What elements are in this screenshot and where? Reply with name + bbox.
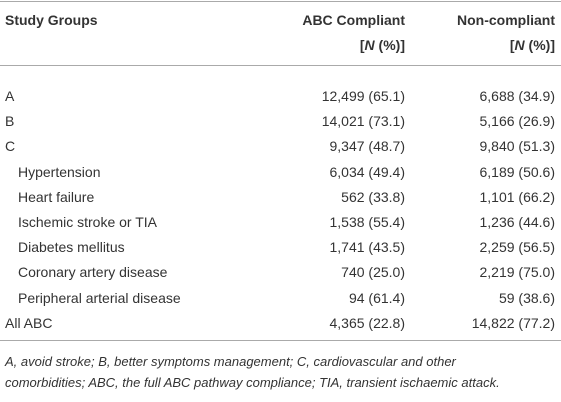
column-subtitle: [N (%)]	[360, 36, 405, 54]
footnote-line: A, avoid stroke; B, better symptoms mana…	[5, 354, 456, 369]
header-cell: Study Groups	[5, 12, 98, 28]
header-rule	[0, 65, 561, 66]
row-label: A	[5, 88, 15, 104]
data-cell: 59 (38.6)	[498, 289, 555, 306]
row-label: Peripheral arterial disease	[18, 289, 181, 306]
data-cell: 6,034 (49.4)	[329, 163, 406, 180]
row-label: Coronary artery disease	[18, 264, 168, 281]
subtitle-part: (%)]	[374, 37, 405, 53]
row-label: Diabetes mellitus	[18, 239, 125, 256]
data-cell: 12,499 (65.1)	[321, 88, 405, 104]
data-cell: 1,101 (66.2)	[479, 188, 556, 205]
subtitle-part: [	[509, 37, 515, 53]
row-label: All ABC	[5, 314, 53, 331]
column-title: Non-compliant	[457, 12, 555, 28]
data-cell: 4,365 (22.8)	[329, 314, 406, 331]
row-label: Hypertension	[18, 163, 101, 180]
top-rule	[0, 1, 561, 2]
data-cell: 740 (25.0)	[341, 264, 405, 281]
data-cell: 94 (61.4)	[348, 289, 405, 306]
subtitle-part: [	[359, 37, 365, 53]
data-cell: 5,166 (26.9)	[479, 113, 556, 130]
row-label: C	[5, 138, 16, 155]
row-label: Ischemic stroke or TIA	[18, 214, 158, 230]
column-title: ABC Compliant	[302, 12, 405, 28]
subtitle-part: N	[514, 37, 525, 53]
data-cell: 2,259 (56.5)	[479, 239, 556, 256]
data-cell: 1,538 (55.4)	[329, 214, 406, 230]
bottom-rule	[0, 340, 561, 341]
data-cell: 1,236 (44.6)	[479, 214, 556, 230]
data-cell: 14,822 (77.2)	[471, 314, 555, 331]
column-subtitle: [N (%)]	[510, 36, 555, 54]
data-cell: 1,741 (43.5)	[329, 239, 406, 256]
subtitle-part: N	[364, 37, 375, 53]
data-cell: 14,021 (73.1)	[321, 113, 405, 130]
data-cell: 9,347 (48.7)	[329, 138, 406, 155]
data-cell: 9,840 (51.3)	[479, 138, 556, 155]
subtitle-part: (%)]	[524, 37, 555, 53]
row-label: B	[5, 113, 15, 130]
footnote-line: comorbidities; ABC, the full ABC pathway…	[5, 375, 500, 390]
data-cell: 562 (33.8)	[341, 188, 405, 205]
data-cell: 6,189 (50.6)	[479, 163, 556, 180]
data-cell: 6,688 (34.9)	[479, 88, 556, 104]
row-label: Heart failure	[18, 188, 95, 205]
data-cell: 2,219 (75.0)	[479, 264, 556, 281]
